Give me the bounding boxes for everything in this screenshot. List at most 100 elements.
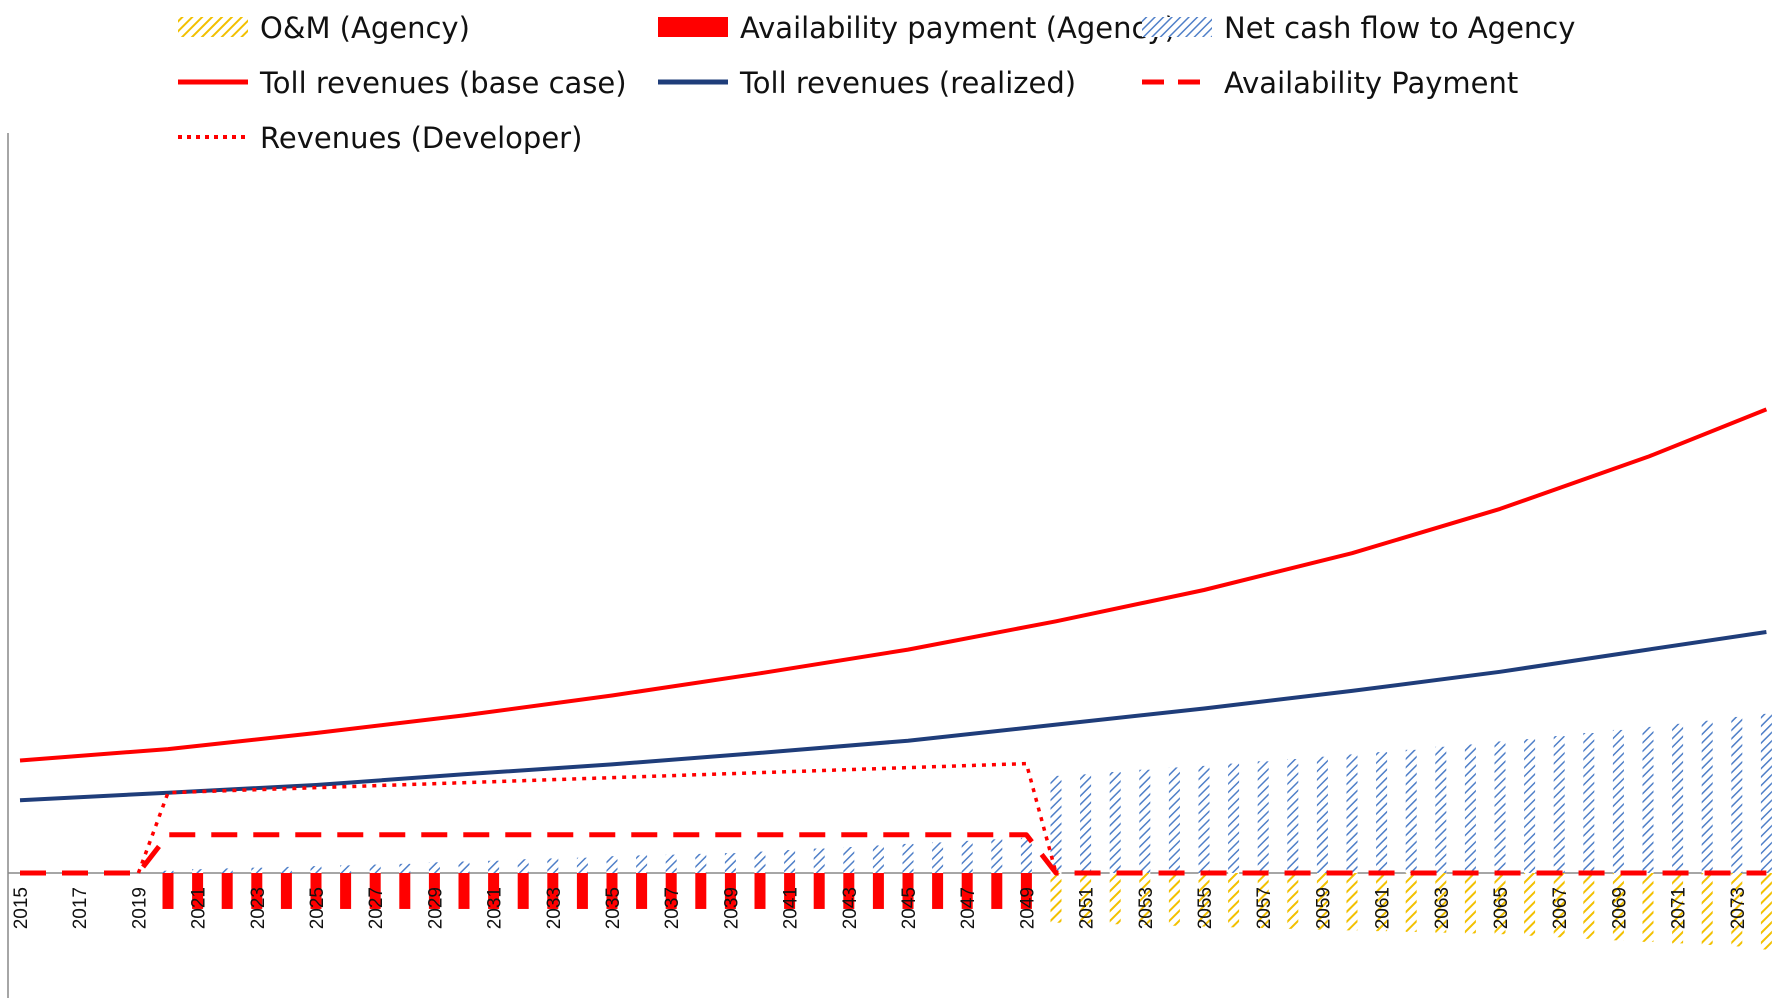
x-tick-label-2061: 2061: [1373, 887, 1394, 929]
net-cash-flow-to-agency-bar-2042: [813, 848, 825, 873]
net-cash-flow-to-agency-bar-2027: [369, 864, 381, 873]
o-m-agency-bar-2059: [1316, 873, 1328, 930]
availability-payment-agency-bar-2049: [1020, 873, 1032, 909]
availability-payment-agency-bar-2028: [399, 873, 411, 909]
net-cash-flow-to-agency-bar-2069: [1612, 729, 1624, 873]
x-tick-label-2031: 2031: [485, 887, 506, 929]
legend-label: Toll revenues (base case): [259, 66, 627, 100]
legend-item-toll-revenues-base-case: Toll revenues (base case): [178, 66, 627, 100]
x-tick-label-2015: 2015: [11, 887, 32, 929]
availability-payment-agency-bar-2029: [428, 873, 440, 909]
availability-payment-agency-bar-2023: [251, 873, 263, 909]
legend-label: Toll revenues (realized): [739, 66, 1076, 100]
legend: O&M (Agency) Availability payment (Agency…: [178, 11, 1575, 155]
net-cash-flow-to-agency-bar-2034: [576, 857, 588, 873]
net-cash-flow-to-agency-bar-2055: [1198, 765, 1210, 873]
o-m-agency-bar-2070: [1642, 873, 1654, 942]
legend-label: Revenues (Developer): [260, 121, 582, 155]
o-m-agency-bar-2067: [1553, 873, 1565, 938]
o-m-agency-bar-2066: [1524, 873, 1536, 936]
net-cash-flow-to-agency-bar-2030: [458, 861, 470, 873]
net-cash-flow-to-agency-bar-2028: [399, 863, 411, 873]
net-cash-flow-to-agency-bar-2058: [1287, 759, 1299, 873]
net-cash-flow-to-agency-bar-2021: [192, 869, 204, 873]
o-m-agency-bar-2074: [1760, 873, 1772, 950]
availability-payment-agency-bar-2022: [221, 873, 233, 909]
o-m-agency-bar-2071: [1672, 873, 1684, 944]
net-cash-flow-to-agency-bar-2041: [784, 850, 796, 873]
net-cash-flow-to-agency-bar-2059: [1316, 756, 1328, 873]
o-m-agency-bar-2061: [1376, 873, 1388, 932]
x-tick-label-2033: 2033: [544, 887, 565, 929]
x-tick-label-2025: 2025: [307, 887, 328, 929]
x-tick-label-2021: 2021: [189, 887, 210, 929]
availability-payment-agency-bar-2035: [606, 873, 618, 909]
x-tick-label-2035: 2035: [603, 887, 624, 929]
o-m-agency-bar-2057: [1257, 873, 1269, 929]
toll-revenues-base-case-line: [19, 407, 1768, 763]
availability-payment-agency-bar-2034: [576, 873, 588, 909]
o-m-agency-bar-2051: [1080, 873, 1092, 924]
net-cash-flow-to-agency-bar-2039: [724, 853, 736, 873]
legend-item-net-cash-flow-to-agency: Net cash flow to Agency: [1142, 11, 1575, 45]
x-tick-label-2059: 2059: [1313, 887, 1334, 929]
toll-revenues-realized-line: [19, 630, 1767, 803]
x-tick-label-2055: 2055: [1195, 887, 1216, 929]
net-cash-flow-to-agency-bar-2025: [310, 866, 322, 873]
o-m-agency-bar-2072: [1701, 873, 1713, 945]
net-cash-flow-to-agency-bar-2060: [1346, 754, 1358, 873]
availability-payment-agency-bar-2033: [547, 873, 559, 909]
o-m-agency-bar-2068: [1583, 873, 1595, 939]
availability-payment-agency-bar-2045: [902, 873, 914, 909]
net-cash-flow-to-agency-bar-2038: [695, 853, 707, 873]
availability-payment-agency-bar-2027: [369, 873, 381, 909]
availability-payment-agency-bar-2041: [784, 873, 796, 909]
availability-payment-agency-bar-2042: [813, 873, 825, 909]
availability-payment-agency-bar-2024: [280, 873, 292, 909]
net-cash-flow-to-agency-bar-2054: [1168, 767, 1180, 873]
net-cash-flow-to-agency-bar-2051: [1080, 774, 1092, 873]
x-tick-label-2063: 2063: [1432, 887, 1453, 929]
x-tick-label-2017: 2017: [70, 887, 91, 929]
net-cash-flow-to-agency-bar-2063: [1435, 746, 1447, 873]
x-tick-label-2069: 2069: [1609, 887, 1630, 929]
x-tick-label-2045: 2045: [899, 887, 920, 929]
availability-payment-agency-bar-2021: [192, 873, 204, 909]
availability-payment-agency-bar-2031: [488, 873, 500, 909]
net-cash-flow-to-agency-bar-2031: [488, 860, 500, 873]
x-tick-label-2057: 2057: [1254, 887, 1275, 929]
availability-payment-agency-bar-2038: [695, 873, 707, 909]
net-cash-flow-to-agency-bar-2062: [1405, 749, 1417, 873]
availability-payment-agency-bar-2036: [636, 873, 648, 909]
o-m-agency-bar-2058: [1287, 873, 1299, 929]
x-tick-label-2071: 2071: [1669, 887, 1690, 929]
o-m-agency-bar-2073: [1731, 873, 1743, 947]
net-cash-flow-to-agency-bar-2072: [1701, 720, 1713, 873]
o-m-agency-bar-2053: [1139, 873, 1151, 926]
legend-item-o-m-agency: O&M (Agency): [178, 11, 470, 45]
legend-label: Availability payment (Agency): [740, 11, 1176, 45]
availability-payment-agency-bar-2030: [458, 873, 470, 909]
net-cash-flow-to-agency-bar-2068: [1583, 733, 1595, 873]
availability-payment-agency-bar-2047: [961, 873, 973, 909]
availability-payment-agency-bar-2025: [310, 873, 322, 909]
net-cash-flow-to-agency-bar-2073: [1731, 716, 1743, 873]
net-cash-flow-to-agency-bar-2074: [1760, 713, 1772, 873]
x-tick-label-2019: 2019: [129, 887, 150, 929]
availability-payment-agency-bar-2048: [991, 873, 1003, 909]
legend-label: Availability Payment: [1224, 66, 1518, 100]
o-m-agency-bar-2052: [1109, 873, 1121, 925]
o-m-agency-bar-2054: [1168, 873, 1180, 926]
availability-payment-agency-bar-2026: [340, 873, 352, 909]
net-cash-flow-to-agency-bar-2049: [1020, 837, 1032, 873]
o-m-agency-bar-2063: [1435, 873, 1447, 933]
net-cash-flow-to-agency-bar-2047: [961, 840, 973, 873]
availability-payment-agency-bar-2039: [724, 873, 736, 909]
availability-payment-agency-bar-2037: [665, 873, 677, 909]
net-cash-flow-to-agency-bar-2043: [843, 846, 855, 873]
x-tick-label-2051: 2051: [1077, 887, 1098, 929]
x-tick-label-2065: 2065: [1491, 887, 1512, 929]
net-cash-flow-to-agency-bar-2033: [547, 858, 559, 873]
net-cash-flow-to-agency-bar-2037: [665, 854, 677, 873]
